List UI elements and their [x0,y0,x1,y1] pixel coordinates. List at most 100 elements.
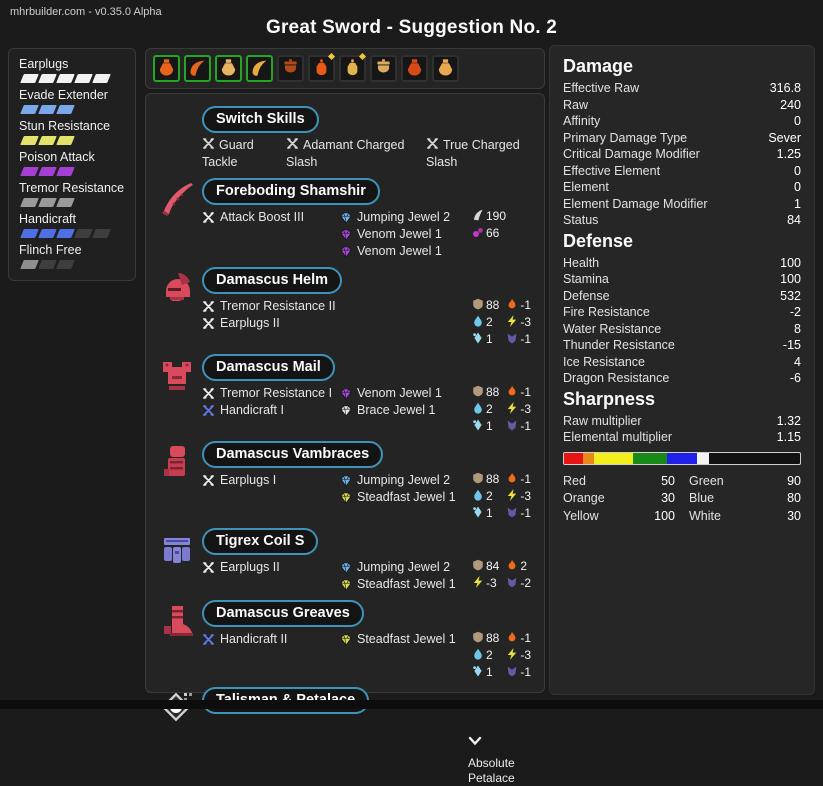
sidebar-skill-flinch-free[interactable]: Flinch Free [19,243,125,269]
stat-label: Water Resistance [563,321,662,336]
jewel-entry[interactable]: Venom Jewel 1 [340,385,472,402]
flask-item-icon [218,58,239,79]
sharpness-color-value: 80 [787,491,801,505]
item-slot[interactable] [308,55,335,82]
switch-skills-button[interactable]: Switch Skills [202,106,319,133]
jewel-entry[interactable]: Steadfast Jewel 1 [340,631,472,648]
dragon-icon [506,332,518,347]
sidebar-skill-poison-attack[interactable]: Poison Attack [19,150,125,176]
jewel-entry[interactable]: Steadfast Jewel 1 [340,489,472,506]
petalace-selector[interactable]: Absolute Petalace [468,732,532,786]
skill-name: Earplugs [19,57,69,71]
skill-cross-icon [202,474,215,487]
skill-level-cell [20,105,39,114]
skill-entry: Earplugs I [202,472,340,489]
stat-label: Health [563,255,600,270]
pot-item-icon [280,58,301,79]
talon-item-icon [187,58,208,79]
stat-row: Water Resistance 8 [563,321,801,338]
skill-level-cell [38,167,57,176]
defense-icon [472,298,484,313]
weapon-section: Foreboding Shamshir Attack Boost III Jum… [158,178,532,260]
stat-label: Thunder Resistance [563,338,675,352]
item-slot[interactable] [246,55,273,82]
stat-value: -6 [789,371,801,385]
skill-name: Evade Extender [19,88,108,102]
stat-row: Raw multiplier 1.32 [563,413,801,430]
defense-icon [472,385,484,400]
stat-label: Element [563,180,609,194]
stat-value: 0 [794,180,801,194]
mail-name-button[interactable]: Damascus Mail [202,354,335,381]
item-slot[interactable] [339,55,366,82]
skill-level-cell [20,74,39,83]
sidebar-skill-handicraft[interactable]: Handicraft [19,212,125,238]
vambraces-section: Damascus Vambraces Earplugs I Jumping Je… [158,441,532,521]
helm-name-button[interactable]: Damascus Helm [202,267,343,294]
skill-level-cell [56,260,75,269]
stat-row: Fire Resistance -2 [563,304,801,321]
skill-level-cell [74,229,93,238]
item-slot[interactable] [401,55,428,82]
waist-armor-icon [158,528,202,593]
jewel-gem-icon [340,475,352,487]
item-slot[interactable] [370,55,397,82]
item-slot[interactable] [153,55,180,82]
dragon-icon [506,576,518,591]
jewel-entry[interactable]: Steadfast Jewel 1 [340,576,472,593]
dragon-icon [506,506,518,521]
item-slot[interactable] [215,55,242,82]
weapon-name-button[interactable]: Foreboding Shamshir [202,178,380,205]
sharpness-color-value: 30 [787,508,801,523]
skill-level-cell [92,74,111,83]
fire-icon [506,385,518,400]
stat-row: Elemental multiplier 1.15 [563,429,801,446]
item-slot[interactable] [432,55,459,82]
stat-label: Raw [563,97,589,112]
sidebar-skill-stun-resistance[interactable]: Stun Resistance [19,119,125,145]
vambraces-name-button[interactable]: Damascus Vambraces [202,441,384,468]
greaves-name-button[interactable]: Damascus Greaves [202,600,364,627]
jewel-entry[interactable]: Venom Jewel 1 [340,243,472,260]
stat-value: 4 [794,354,801,369]
coil-name-button[interactable]: Tigrex Coil S [202,528,319,555]
skill-name: Tremor Resistance [19,181,125,195]
skill-entry: Handicraft II [202,631,340,648]
skill-cross-icon [202,300,215,313]
thunder-icon [506,489,518,504]
sidebar-skill-earplugs[interactable]: Earplugs [19,57,125,83]
sidebar-skill-tremor-resistance[interactable]: Tremor Resistance [19,181,125,207]
stat-value: 0 [794,163,801,178]
jewel-entry[interactable]: Brace Jewel 1 [340,402,472,419]
switch-skills-section: Switch Skills Guard Tackle Adamant Charg… [158,106,532,171]
item-slot[interactable] [277,55,304,82]
bottle-item-icon [342,58,363,79]
jewel-entry[interactable]: Jumping Jewel 2 [340,472,472,489]
sidebar-skill-evade-extender[interactable]: Evade Extender [19,88,125,114]
switch-skill-entry[interactable]: Guard Tackle [202,138,254,169]
jewel-gem-icon [340,229,352,241]
sharpness-segment-orange [583,452,595,464]
chest-armor-icon [158,354,202,434]
jewel-entry[interactable]: Venom Jewel 1 [340,226,472,243]
stat-value: -2 [789,305,801,319]
stat-label: Raw multiplier [563,413,642,428]
skill-cross-icon [202,561,215,574]
switch-skill-entry[interactable]: True Charged Slash [426,138,520,169]
stat-value: 84 [787,213,801,227]
switch-skills-icon-spacer [158,106,202,171]
skill-level-cell [20,198,39,207]
switch-skill-entry[interactable]: Adamant Charged Slash [286,138,405,169]
fire-icon [506,559,518,574]
jewel-entry[interactable]: Jumping Jewel 2 [340,209,472,226]
skill-level-cell [92,229,111,238]
chevron-down-icon[interactable] [468,732,482,749]
skill-cross-icon [202,633,215,646]
jewel-entry[interactable]: Jumping Jewel 2 [340,559,472,576]
skill-level-cell [38,136,57,145]
item-slot[interactable] [184,55,211,82]
thunder-icon [506,648,518,663]
great-sword-icon [158,178,202,260]
stat-row: Element 0 [563,179,801,196]
water-icon [472,402,484,417]
